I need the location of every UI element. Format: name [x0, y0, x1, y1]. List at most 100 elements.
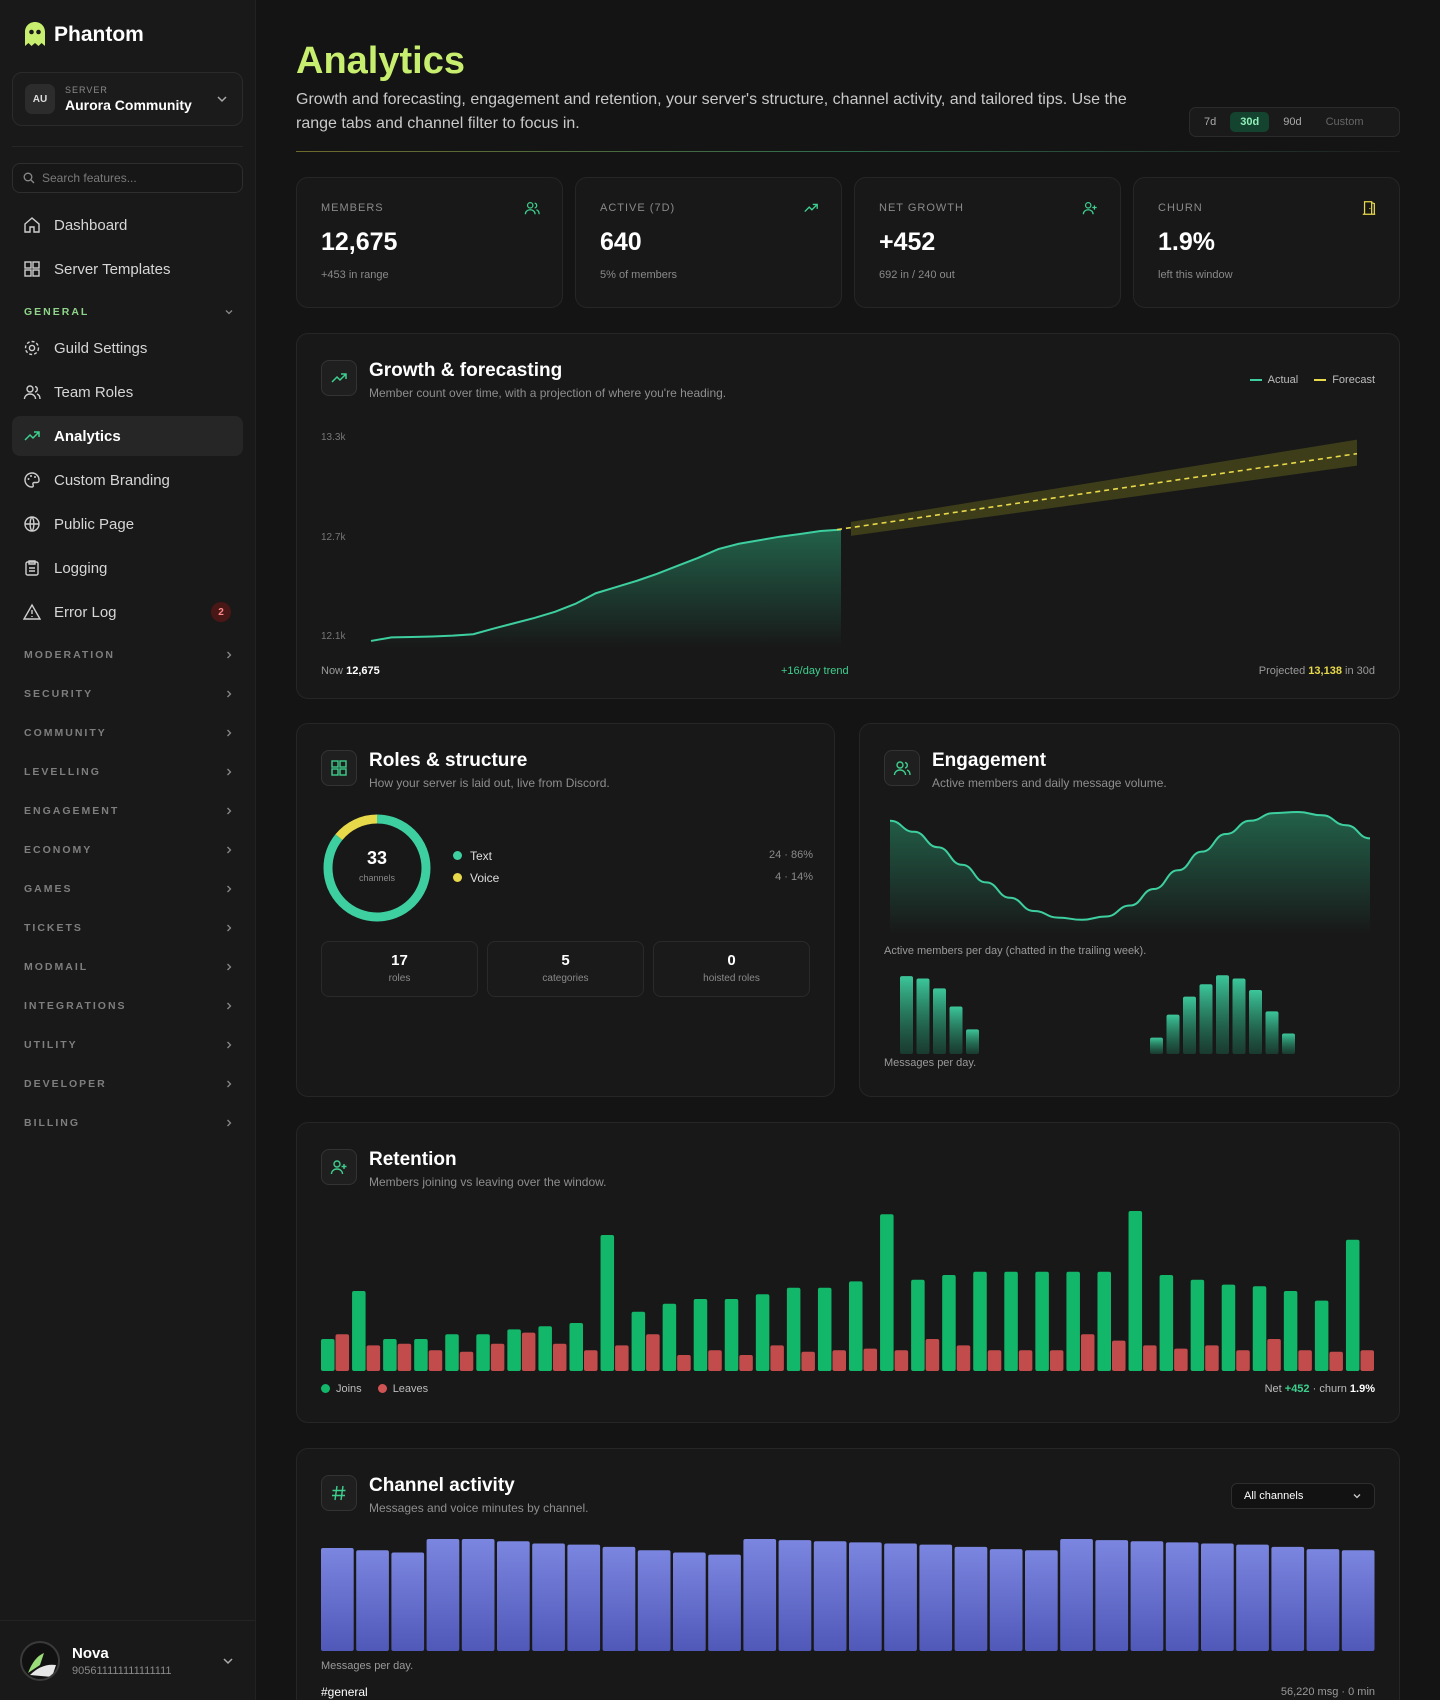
message-bar	[1199, 984, 1213, 1054]
section-modmail[interactable]: MODMAIL	[24, 961, 234, 973]
channel-bar	[461, 1539, 495, 1651]
donut-total: 33	[366, 848, 388, 868]
range-tab-custom[interactable]: Custom	[1325, 116, 1364, 128]
message-bar	[1183, 996, 1196, 1054]
leave-bar	[397, 1343, 412, 1371]
section-utility[interactable]: UTILITY	[24, 1039, 234, 1051]
sidebar-item-label: Error Log	[54, 603, 117, 621]
warning-icon	[23, 603, 41, 620]
join-bar	[1128, 1211, 1143, 1371]
app-name: Phantom	[54, 23, 144, 46]
join-bar	[911, 1279, 925, 1371]
growth-chart: 13.3k 12.7k 12.1k	[321, 432, 1358, 648]
sidebar-item-error-log[interactable]: Error Log 2	[12, 592, 243, 632]
search-input[interactable]	[42, 171, 222, 185]
section-levelling[interactable]: LEVELLING	[24, 766, 234, 778]
section-label: SECURITY	[24, 688, 94, 700]
sidebar-item-server-templates[interactable]: Server Templates	[12, 249, 243, 289]
join-bar	[849, 1281, 863, 1371]
roles-stat-value: 17	[391, 952, 408, 969]
donut-center: 33 channels	[321, 848, 433, 883]
trend-icon	[321, 360, 357, 396]
channel-bar	[602, 1546, 636, 1651]
sidebar-item-analytics[interactable]: Analytics	[12, 416, 243, 456]
section-general[interactable]: GENERAL	[24, 306, 234, 318]
section-label: DEVELOPER	[24, 1078, 107, 1090]
header-divider	[296, 151, 1400, 152]
section-games[interactable]: GAMES	[24, 883, 234, 895]
user-menu[interactable]: Nova 905611111111111111	[0, 1620, 256, 1700]
stat-label: MEMBERS	[321, 202, 384, 214]
section-label: ECONOMY	[24, 844, 93, 856]
join-bar	[1066, 1271, 1080, 1371]
section-integrations[interactable]: INTEGRATIONS	[24, 1000, 234, 1012]
growth-trend: +16/day trend	[781, 665, 849, 677]
channel-type-value: 4 · 14%	[775, 871, 813, 883]
stat-label: CHURN	[1158, 202, 1203, 214]
section-label: MODERATION	[24, 649, 115, 661]
sidebar-item-dashboard[interactable]: Dashboard	[12, 205, 243, 245]
section-community[interactable]: COMMUNITY	[24, 727, 234, 739]
range-tab-30d[interactable]: 30d	[1230, 112, 1270, 132]
chevron-right-icon	[227, 924, 232, 932]
search-box[interactable]	[12, 163, 243, 193]
server-switcher[interactable]: AU SERVER Aurora Community	[12, 72, 243, 126]
roles-subtitle: How your server is laid out, live from D…	[369, 776, 610, 790]
channel-bar	[497, 1541, 530, 1651]
section-engagement[interactable]: ENGAGEMENT	[24, 805, 234, 817]
growth-now: Now 12,675	[321, 665, 380, 677]
channel-filter-select[interactable]: All channels	[1231, 1483, 1375, 1509]
users-icon	[23, 385, 41, 400]
stat-sub: left this window	[1158, 269, 1233, 281]
channel-bar	[426, 1539, 460, 1651]
sidebar-item-team-roles[interactable]: Team Roles	[12, 372, 243, 412]
join-bar	[569, 1323, 583, 1371]
join-bar	[414, 1339, 428, 1371]
app-logo[interactable]: Phantom	[22, 20, 144, 50]
message-bar	[1282, 1033, 1295, 1054]
user-plus-icon	[321, 1149, 357, 1185]
join-bar	[942, 1275, 956, 1371]
sidebar-item-label: Dashboard	[54, 216, 128, 234]
join-bar	[538, 1326, 552, 1371]
range-tab-7d[interactable]: 7d	[1204, 116, 1217, 128]
channel-row-value: 56,220 msg · 0 min	[1280, 1686, 1375, 1698]
section-developer[interactable]: DEVELOPER	[24, 1078, 234, 1090]
channel-bar	[532, 1543, 565, 1651]
channel-bar	[1060, 1539, 1093, 1651]
server-name: Aurora Community	[65, 97, 192, 113]
sidebar-item-logging[interactable]: Logging	[12, 548, 243, 588]
channel-activity-chart	[321, 1539, 1375, 1651]
section-moderation[interactable]: MODERATION	[24, 649, 234, 661]
channel-bar	[919, 1544, 953, 1651]
roles-stat-value: 0	[727, 952, 736, 969]
roles-stat-label: categories	[542, 973, 589, 984]
join-bar	[1283, 1291, 1298, 1371]
range-tab-90d[interactable]: 90d	[1283, 116, 1302, 128]
leave-bar	[1329, 1351, 1343, 1371]
channel-type-text: Text 24 · 86%	[453, 849, 813, 863]
forecast-line	[836, 452, 1358, 531]
leave-bar	[925, 1339, 940, 1371]
leave-bar	[1049, 1350, 1064, 1371]
chevron-right-icon	[227, 807, 232, 815]
chevron-right-icon	[227, 1080, 232, 1088]
leave-bar	[987, 1350, 1002, 1371]
stat-label: NET GROWTH	[879, 202, 964, 214]
sidebar-item-public-page[interactable]: Public Page	[12, 504, 243, 544]
channel-bar	[884, 1543, 917, 1651]
section-tickets[interactable]: TICKETS	[24, 922, 234, 934]
sidebar-item-custom-branding[interactable]: Custom Branding	[12, 460, 243, 500]
active-members-caption: Active members per day (chatted in the t…	[884, 945, 1147, 957]
join-bar	[880, 1214, 894, 1371]
section-billing[interactable]: BILLING	[24, 1117, 234, 1129]
join-bar	[1035, 1271, 1049, 1371]
leave-bar	[459, 1351, 474, 1371]
home-icon	[24, 217, 40, 233]
chevron-right-icon	[227, 651, 232, 659]
sidebar-item-guild-settings[interactable]: Guild Settings	[12, 328, 243, 368]
leave-bar	[1018, 1350, 1033, 1371]
trend-icon	[24, 431, 40, 441]
section-security[interactable]: SECURITY	[24, 688, 234, 700]
section-economy[interactable]: ECONOMY	[24, 844, 234, 856]
